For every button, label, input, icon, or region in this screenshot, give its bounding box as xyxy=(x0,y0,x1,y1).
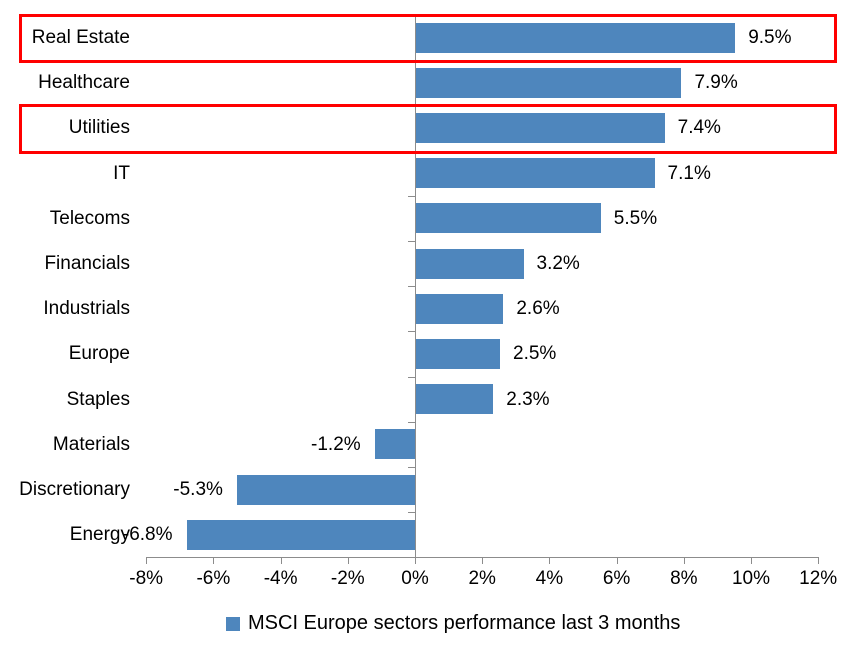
x-tick-label--8-: -8% xyxy=(129,568,164,589)
bar-telecoms xyxy=(416,203,601,234)
y-axis-tick xyxy=(408,331,415,333)
value-label-industrials: 2.6% xyxy=(516,298,560,320)
category-label-staples: Staples xyxy=(66,388,130,410)
y-axis-tick xyxy=(408,150,415,152)
y-axis-line xyxy=(415,15,416,558)
legend-label: MSCI Europe sectors performance last 3 m… xyxy=(248,612,681,634)
bar-europe xyxy=(416,339,500,369)
category-label-europe: Europe xyxy=(68,343,130,365)
x-tick-label--2-: -2% xyxy=(330,568,365,589)
y-axis-tick xyxy=(408,421,415,423)
value-label-utilities: 7.4% xyxy=(677,117,721,139)
bar-real-estate xyxy=(416,22,736,53)
y-axis-tick xyxy=(408,512,415,514)
value-label-financials: 3.2% xyxy=(536,253,580,274)
y-axis-tick xyxy=(408,376,415,378)
category-label-telecoms: Telecoms xyxy=(49,207,130,229)
value-label-real-estate: 9.5% xyxy=(748,27,792,48)
bar-utilities xyxy=(416,113,665,143)
x-axis-tick xyxy=(751,557,752,564)
x-axis-tick xyxy=(415,557,416,564)
bar-discretionary xyxy=(236,474,415,505)
y-axis-tick xyxy=(408,467,415,468)
x-axis-tick xyxy=(818,557,820,564)
x-tick-label-2-: 2% xyxy=(468,568,496,589)
y-axis-tick xyxy=(408,241,415,242)
y-axis-tick xyxy=(408,286,415,288)
value-label-energy: -6.8% xyxy=(122,524,173,546)
y-axis-tick xyxy=(408,15,415,16)
x-axis-tick xyxy=(549,557,551,564)
value-label-telecoms: 5.5% xyxy=(613,207,658,229)
category-label-real-estate: Real Estate xyxy=(31,27,130,48)
x-axis-tick xyxy=(616,557,618,564)
category-label-financials: Financials xyxy=(44,253,130,274)
x-tick-label-10-: 10% xyxy=(731,568,771,589)
legend: MSCI Europe sectors performance last 3 m… xyxy=(226,612,680,635)
value-label-materials: -1.2% xyxy=(311,433,361,455)
category-label-energy: Energy xyxy=(69,524,130,546)
value-label-healthcare: 7.9% xyxy=(694,72,738,94)
category-label-it: IT xyxy=(113,162,130,184)
category-label-discretionary: Discretionary xyxy=(19,479,130,500)
value-label-discretionary: -5.3% xyxy=(173,479,223,500)
x-tick-label-6-: 6% xyxy=(602,568,631,589)
bar-financials xyxy=(416,248,524,279)
y-axis-tick xyxy=(408,60,415,62)
y-axis-tick xyxy=(408,195,415,197)
value-label-it: 7.1% xyxy=(667,162,711,184)
category-label-materials: Materials xyxy=(52,433,130,455)
x-tick-label--4-: -4% xyxy=(263,568,298,589)
x-axis-tick xyxy=(347,557,349,564)
y-axis-tick xyxy=(408,105,415,107)
category-label-healthcare: Healthcare xyxy=(38,72,130,94)
category-label-utilities: Utilities xyxy=(68,117,130,139)
x-axis-tick xyxy=(146,557,148,564)
x-axis-tick xyxy=(280,557,282,564)
value-label-europe: 2.5% xyxy=(513,343,557,365)
x-tick-label-12-: 12% xyxy=(799,568,838,589)
x-tick-label-0-: 0% xyxy=(401,568,429,589)
bar-it xyxy=(416,158,655,189)
x-tick-label--6-: -6% xyxy=(196,568,231,589)
x-tick-label-4-: 4% xyxy=(535,568,564,589)
x-axis-tick xyxy=(683,557,685,564)
x-axis-tick xyxy=(213,557,215,564)
legend-swatch-icon xyxy=(226,616,240,631)
bar-industrials xyxy=(416,293,504,324)
x-axis-tick xyxy=(482,557,484,564)
category-label-industrials: Industrials xyxy=(43,298,130,320)
bar-materials xyxy=(374,429,415,460)
value-label-staples: 2.3% xyxy=(506,388,550,410)
bar-healthcare xyxy=(416,67,682,98)
bar-staples xyxy=(416,384,494,415)
bar-energy xyxy=(186,519,415,550)
x-tick-label-8-: 8% xyxy=(670,568,698,589)
